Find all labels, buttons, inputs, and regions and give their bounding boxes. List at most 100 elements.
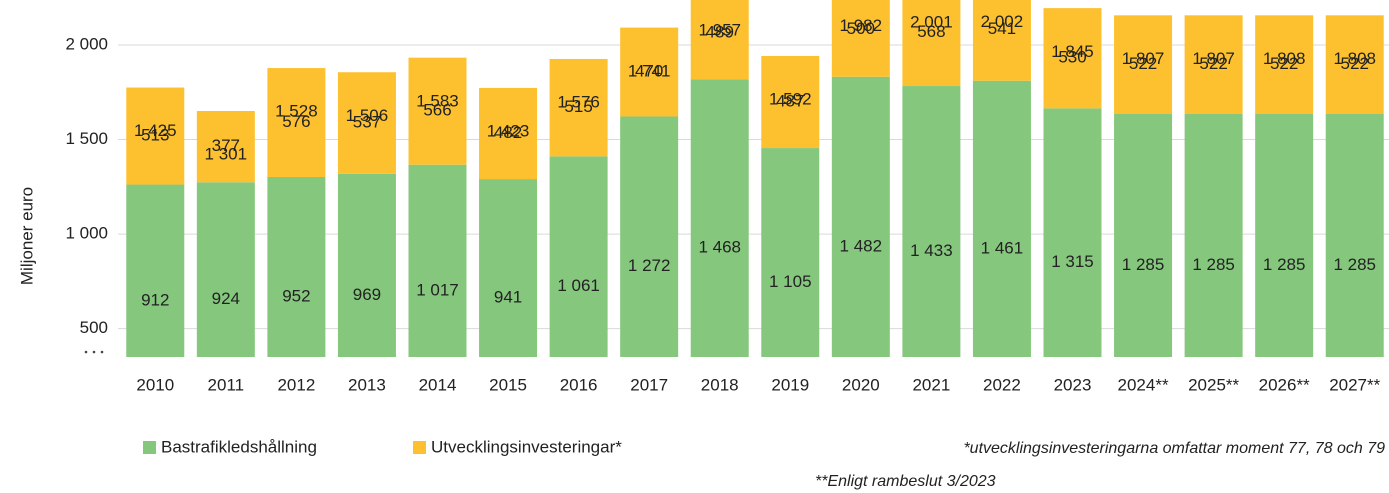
data-label: 515 — [564, 97, 592, 116]
data-label: 1 017 — [416, 280, 459, 299]
data-label: 568 — [917, 22, 945, 41]
data-label: 489 — [706, 23, 734, 42]
total-label: 1 423 — [487, 122, 530, 141]
data-label: 377 — [212, 136, 240, 155]
data-label: 1 272 — [628, 256, 671, 275]
total-label: 1 425 — [134, 121, 177, 140]
total-label: 1 301 — [205, 145, 248, 164]
x-tick-label: 2010 — [136, 375, 174, 394]
legend-label: Utvecklingsinvesteringar* — [431, 437, 622, 456]
legend-swatch — [143, 441, 156, 454]
data-label: 487 — [776, 91, 804, 110]
data-label: 1 433 — [910, 241, 953, 260]
bar-segment — [549, 58, 608, 157]
bar-segment — [1114, 15, 1173, 115]
bar-segment — [1325, 114, 1384, 357]
x-tick-label: 2018 — [701, 375, 739, 394]
data-label: 1 285 — [1263, 255, 1306, 274]
y-axis-label: Miljoner euro — [17, 187, 36, 285]
x-tick-label: 2012 — [277, 375, 315, 394]
bar-segment — [479, 179, 538, 357]
data-label: 1 285 — [1192, 255, 1235, 274]
bar-segment — [1184, 114, 1243, 357]
data-label: 1 105 — [769, 272, 812, 291]
bar-segment — [267, 68, 326, 177]
x-tick-label: 2022 — [983, 375, 1021, 394]
bar-segment — [196, 182, 255, 357]
data-label: 1 315 — [1051, 252, 1094, 271]
bar-segment — [1325, 15, 1384, 115]
bar-segment — [690, 0, 749, 80]
bar-segment — [1255, 15, 1314, 115]
x-tick-label: 2014 — [419, 375, 457, 394]
legend-label: Bastrafikledshållning — [161, 437, 317, 456]
total-label: 1 741 — [628, 61, 671, 80]
data-label: 924 — [212, 289, 240, 308]
total-label: 1 506 — [346, 106, 389, 125]
data-label: 482 — [494, 123, 522, 142]
data-label: 952 — [282, 286, 310, 305]
total-label: 1 576 — [557, 93, 600, 112]
x-tick-label: 2017 — [630, 375, 668, 394]
bar-segment — [831, 0, 890, 77]
x-tick-label: 2013 — [348, 375, 386, 394]
bar-segment — [196, 110, 255, 183]
y-tick-label: 500 — [80, 318, 108, 337]
bar-segment — [972, 80, 1031, 357]
total-label: 1 807 — [1122, 49, 1165, 68]
axis-break — [84, 350, 104, 354]
total-label: 1 583 — [416, 91, 459, 110]
data-label: 530 — [1058, 48, 1086, 67]
data-label: 522 — [1129, 54, 1157, 73]
total-label: 1 845 — [1051, 42, 1094, 61]
footnote: **Enligt rambeslut 3/2023 — [815, 473, 996, 490]
bar-segment — [1114, 114, 1173, 357]
data-label: 1 285 — [1122, 255, 1165, 274]
legend-swatch — [413, 441, 426, 454]
x-tick-label: 2025** — [1188, 375, 1239, 394]
data-label: 541 — [988, 19, 1016, 38]
data-label: 1 461 — [981, 238, 1024, 257]
data-label: 537 — [353, 112, 381, 131]
x-tick-label: 2023 — [1054, 375, 1092, 394]
total-label: 1 592 — [769, 90, 812, 109]
y-tick-label: 1 000 — [65, 224, 108, 243]
bar-segment — [972, 0, 1031, 81]
bar-segment — [831, 76, 890, 357]
data-label: 500 — [847, 19, 875, 38]
x-tick-label: 2026** — [1259, 375, 1310, 394]
data-label: 470 — [635, 62, 663, 81]
y-tick-label: 2 000 — [65, 34, 108, 53]
bar-segment — [408, 57, 467, 165]
bar-segment — [337, 72, 396, 174]
x-tick-label: 2020 — [842, 375, 880, 394]
bar-segment — [1255, 114, 1314, 357]
x-tick-label: 2011 — [208, 375, 245, 394]
bar-segment — [690, 79, 749, 357]
data-label: 1 061 — [557, 276, 600, 295]
total-label: 1 807 — [1192, 49, 1235, 68]
x-tick-label: 2021 — [912, 375, 950, 394]
bar-segment — [761, 148, 820, 357]
data-label: 941 — [494, 288, 522, 307]
bar-segment — [1043, 8, 1102, 109]
data-label: 566 — [423, 101, 451, 120]
x-tick-label: 2027** — [1329, 375, 1380, 394]
data-label: 969 — [353, 285, 381, 304]
data-label: 576 — [282, 112, 310, 131]
x-tick-label: 2016 — [560, 375, 598, 394]
data-label: 522 — [1341, 54, 1369, 73]
data-label: 1 482 — [840, 236, 883, 255]
total-label: 1 808 — [1333, 49, 1376, 68]
bar-segment — [408, 164, 467, 357]
x-tick-label: 2024** — [1118, 375, 1169, 394]
bar-segment — [549, 156, 608, 357]
bar-segment — [761, 55, 820, 149]
total-label: 1 957 — [698, 21, 741, 40]
bar-segment — [126, 87, 185, 185]
bar-segment — [1043, 108, 1102, 357]
bar-segment — [620, 27, 679, 117]
total-label: 2 002 — [981, 12, 1024, 31]
